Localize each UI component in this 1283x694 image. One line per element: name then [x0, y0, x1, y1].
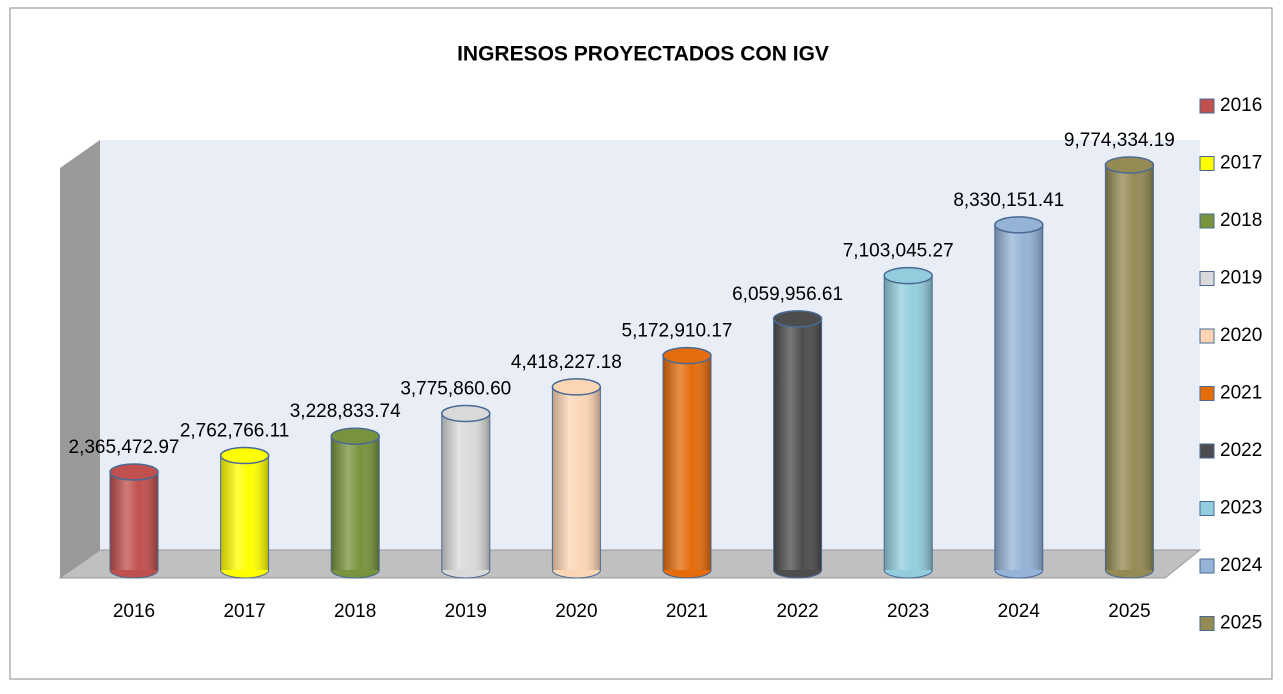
- x-tick-label: 2024: [998, 601, 1041, 622]
- bar-outline: [330, 436, 380, 570]
- value-label: 2,365,472.97: [69, 437, 180, 458]
- x-tick-label: 2018: [334, 601, 376, 622]
- x-tick-label: 2019: [445, 601, 487, 622]
- bar-top: [883, 266, 933, 285]
- value-label: 5,172,910.17: [622, 321, 733, 342]
- legend-swatch: [1199, 558, 1215, 574]
- bar-outline: [883, 275, 933, 570]
- bar-shade: [220, 455, 269, 570]
- legend-swatch: [1199, 156, 1215, 171]
- value-label: 6,059,956.61: [732, 284, 843, 305]
- legend-label: 2017: [1220, 153, 1262, 174]
- legend-label: 2019: [1220, 268, 1262, 289]
- x-tick-label: 2023: [887, 601, 929, 622]
- value-label: 7,103,045.27: [843, 241, 954, 262]
- legend-swatch: [1199, 501, 1215, 516]
- bar-top: [551, 378, 602, 396]
- bar-shade: [773, 318, 822, 570]
- bar-outline: [220, 455, 270, 570]
- value-label: 3,775,860.60: [400, 379, 511, 400]
- bar-shade: [663, 355, 711, 570]
- bar-top: [1104, 156, 1155, 174]
- value-label: 4,418,227.18: [511, 352, 622, 373]
- legend-label: 2023: [1220, 498, 1262, 519]
- bar-top: [330, 427, 380, 445]
- bar-shade: [552, 386, 601, 570]
- value-label: 2,762,766.11: [180, 421, 290, 442]
- bar-shade: [1105, 165, 1154, 570]
- bar-top: [109, 463, 159, 481]
- legend-swatch: [1199, 271, 1215, 286]
- bar-top: [441, 404, 491, 423]
- legend-swatch: [1199, 213, 1215, 229]
- bar-outline: [994, 224, 1044, 570]
- legend-label: 2020: [1220, 325, 1262, 346]
- bar-top: [219, 446, 270, 465]
- legend-swatch: [1199, 616, 1215, 631]
- bar-outline: [551, 386, 601, 570]
- bar-shade: [441, 413, 490, 570]
- legend-label: 2025: [1220, 613, 1262, 634]
- chart-title: INGRESOS PROYECTADOS CON IGV: [457, 43, 829, 66]
- bar-shade: [994, 224, 1043, 570]
- bar-outline: [1104, 165, 1154, 570]
- x-tick-label: 2022: [776, 601, 818, 622]
- value-label: 9,774,334.19: [1064, 130, 1175, 151]
- x-tick-label: 2021: [666, 601, 708, 622]
- bar-top: [772, 310, 823, 328]
- legend-label: 2018: [1220, 210, 1262, 231]
- legend-label: 2016: [1220, 95, 1262, 116]
- x-tick-label: 2016: [113, 601, 155, 622]
- legend-swatch: [1199, 328, 1215, 344]
- legend-swatch: [1199, 98, 1215, 114]
- bar-top: [994, 216, 1044, 234]
- bar-outline: [109, 471, 159, 570]
- bar-shade: [110, 471, 158, 570]
- bar-outline: [662, 355, 712, 570]
- bar-outline: [773, 318, 823, 570]
- bar-shade: [884, 275, 933, 570]
- legend-label: 2022: [1220, 440, 1262, 461]
- legend-swatch: [1199, 386, 1215, 401]
- legend-label: 2024: [1220, 555, 1263, 576]
- x-tick-label: 2025: [1108, 601, 1150, 622]
- x-tick-label: 2020: [555, 601, 597, 622]
- value-label: 3,228,833.74: [290, 401, 401, 422]
- x-tick-label: 2017: [223, 601, 265, 622]
- side-wall: [60, 140, 100, 578]
- bar-shade: [331, 436, 380, 570]
- bar-outline: [441, 413, 491, 570]
- legend-label: 2021: [1220, 383, 1262, 404]
- legend-swatch: [1199, 443, 1215, 459]
- value-label: 8,330,151.41: [953, 190, 1064, 211]
- bar-top: [662, 346, 712, 365]
